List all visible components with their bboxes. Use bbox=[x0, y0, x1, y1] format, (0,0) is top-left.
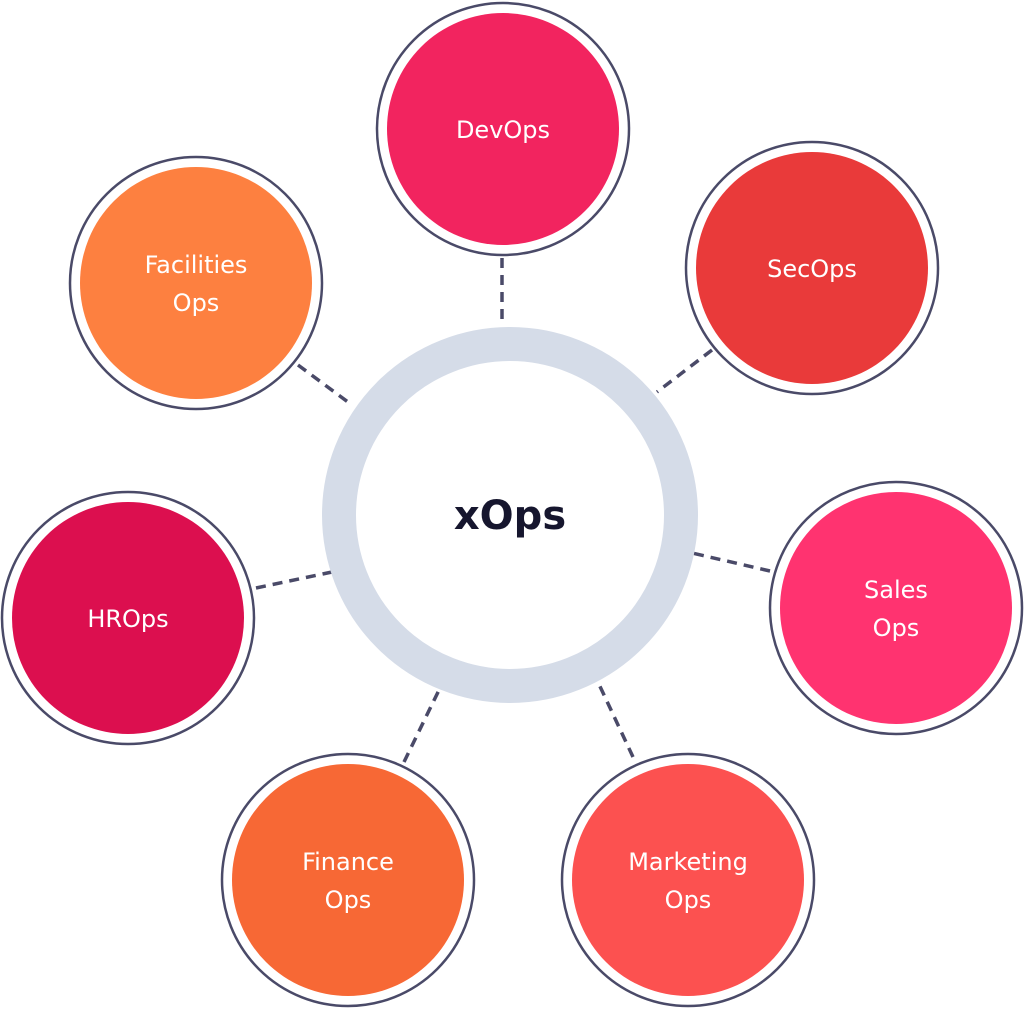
node-facilities-ops: Facilities Ops bbox=[68, 155, 324, 411]
node-label: Ops bbox=[665, 886, 712, 914]
connector-line bbox=[255, 570, 333, 590]
node-label: Ops bbox=[325, 886, 372, 914]
center-node: xOps bbox=[322, 327, 698, 703]
node-fill bbox=[12, 502, 244, 734]
connector-line bbox=[296, 363, 354, 407]
node-label: HROps bbox=[87, 605, 168, 633]
node-fill bbox=[387, 13, 619, 245]
node-sales-ops: Sales Ops bbox=[768, 480, 1024, 736]
connector-line bbox=[655, 348, 714, 394]
node-finance-ops: Finance Ops bbox=[220, 752, 476, 1008]
node-fill bbox=[572, 764, 804, 996]
node-label: DevOps bbox=[456, 116, 550, 144]
node-label: SecOps bbox=[767, 255, 857, 283]
node-label: Ops bbox=[873, 614, 920, 642]
connector-line bbox=[402, 687, 442, 763]
node-fill bbox=[232, 764, 464, 996]
node-fill bbox=[780, 492, 1012, 724]
node-marketing-ops: Marketing Ops bbox=[560, 752, 816, 1008]
center-label: xOps bbox=[454, 493, 566, 539]
node-hrops: HROps bbox=[0, 490, 256, 746]
node-label: Facilities bbox=[145, 251, 248, 279]
node-fill bbox=[696, 152, 928, 384]
connector-line bbox=[595, 679, 635, 758]
node-label: Marketing bbox=[628, 848, 748, 876]
node-label: Ops bbox=[173, 289, 220, 317]
node-fill bbox=[80, 167, 312, 399]
center-ring bbox=[322, 327, 698, 703]
node-label: Finance bbox=[302, 848, 394, 876]
node-secops: SecOps bbox=[684, 140, 940, 396]
node-label: Sales bbox=[864, 576, 928, 604]
node-devops: DevOps bbox=[375, 1, 631, 257]
connector-line bbox=[691, 551, 771, 573]
